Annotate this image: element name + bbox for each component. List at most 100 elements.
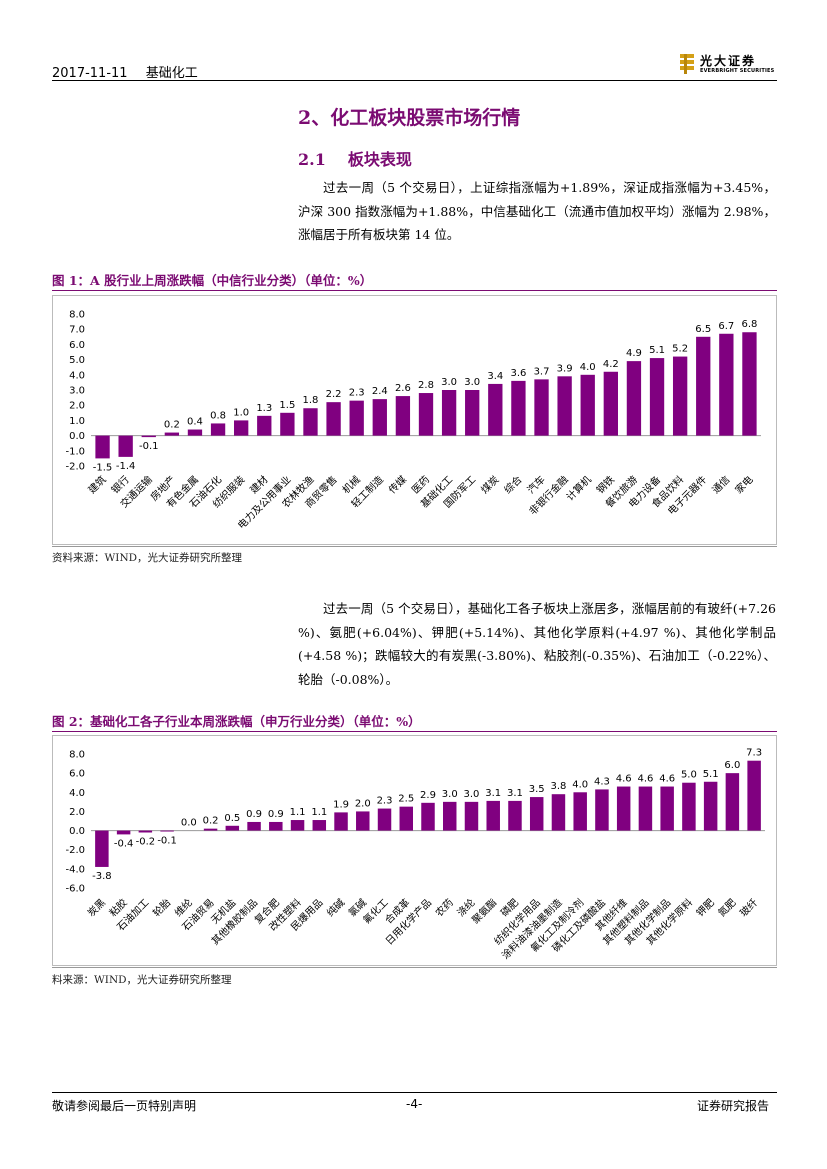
footer-report-type: 证券研究报告: [697, 1099, 770, 1113]
paragraph-2: 过去一周（5 个交易日），基础化工各子板块上涨居多，涨幅居前的有玻纤(+7.26…: [298, 601, 776, 687]
chart-1-ytick-label: -1.0: [65, 446, 85, 457]
report-header: 2017-11-11 基础化工: [52, 62, 212, 81]
chart-2-data-label: 2.0: [355, 798, 371, 809]
chart-2-bar: [551, 794, 566, 831]
chart-1-ytick-label: 5.0: [69, 355, 85, 366]
chart-2-bar: [573, 792, 587, 831]
chart-1-data-label: 3.0: [441, 377, 457, 388]
figure-2-source-rule: [52, 967, 777, 968]
chart-1-ytick-label: 0.0: [69, 431, 85, 442]
chart-1-data-label: 5.2: [672, 344, 688, 355]
chart-2-category-label: 轮胎: [150, 896, 173, 919]
subsection-heading: 2.1 板块表现: [298, 146, 412, 170]
chart-2-bar: [725, 773, 740, 831]
chart-2-bar: [508, 800, 522, 831]
figure-1-source-rule: [52, 546, 777, 547]
chart-2-bar: [616, 786, 631, 831]
chart-2-category-label: 聚氨酯: [469, 896, 499, 926]
chart-1-ytick-label: 2.0: [69, 401, 85, 412]
chart-2-data-label: 5.0: [681, 770, 697, 781]
chart-1-ytick-label: -2.0: [65, 462, 85, 473]
chart-2-data-label: 3.0: [442, 789, 458, 800]
chart-2-data-label: 3.0: [464, 789, 480, 800]
chart-2-bar: [377, 808, 392, 831]
chart-2-data-label: 7.3: [746, 748, 762, 759]
chart-1-category-label: 传媒: [386, 474, 409, 497]
chart-1-bar: [257, 415, 272, 436]
chart-1-data-label: 6.5: [695, 324, 711, 335]
chart-1-data-label: 4.2: [603, 359, 619, 370]
chart-1-bar: [696, 336, 711, 436]
chart-2-ytick-label: -4.0: [65, 864, 85, 875]
chart-2-bar: [290, 820, 305, 831]
chart-2-bar: [334, 812, 348, 831]
chart-1-bar: [719, 333, 734, 436]
chart-2-data-label: 0.5: [224, 813, 240, 824]
chart-1-bar: [234, 420, 249, 436]
chart-2-bar: [138, 830, 153, 833]
chart-1-bar: [626, 361, 642, 436]
chart-1-data-label: 6.8: [741, 319, 757, 330]
figure-2-source: 料来源：WIND，光大证券研究所整理: [52, 974, 232, 986]
chart-1-ytick-label: 6.0: [69, 340, 85, 351]
figure-1-source: 资料来源：WIND，光大证券研究所整理: [52, 552, 243, 564]
chart-1-bar: [118, 435, 133, 457]
header-divider: [52, 80, 777, 81]
figure-1-rule: [52, 290, 777, 291]
chart-1-data-label: 3.6: [510, 368, 526, 379]
chart-2-bar: [703, 781, 718, 831]
chart-1-data-label: 5.1: [649, 345, 665, 356]
chart-1-data-label: 1.0: [233, 407, 249, 418]
brand-mark-icon: [680, 54, 694, 74]
chart-1-bar: [280, 412, 295, 436]
chart-1-bar: [372, 399, 387, 436]
chart-2-ytick-label: -6.0: [65, 884, 85, 895]
figure-2-title: 图 2：基础化工各子行业本周涨跌幅（申万行业分类）（单位：%）: [52, 714, 421, 729]
chart-1-data-label: 2.8: [418, 380, 434, 391]
figure-1-title: 图 1：A 股行业上周涨跌幅（中信行业分类）（单位：%）: [52, 273, 373, 288]
chart-2-data-label: 2.9: [420, 790, 436, 801]
paragraph-1: 过去一周（5 个交易日），上证综指涨幅为+1.89%，深证成指涨幅为+3.45%…: [298, 180, 776, 242]
chart-2-data-label: 3.5: [529, 784, 545, 795]
chart-1-data-label: 3.0: [464, 377, 480, 388]
brand-name-en: EVERBRIGHT SECURITIES: [700, 68, 775, 74]
chart-2-ytick-label: 6.0: [69, 769, 85, 780]
chart-1-data-label: 4.9: [626, 348, 642, 359]
chart-2-bar: [595, 789, 609, 831]
chart-1-ytick-label: 4.0: [69, 370, 85, 381]
chart-1-bar: [210, 423, 226, 436]
chart-2-bar: [486, 800, 500, 831]
chart-1-data-label: -1.5: [93, 462, 113, 473]
chart-2-category-label: 氮肥: [715, 896, 738, 919]
chart-1-data-label: 2.2: [326, 389, 342, 400]
chart-1-data-label: 6.7: [718, 321, 734, 332]
chart-1-bar: [557, 376, 572, 436]
chart-1-bar: [187, 429, 203, 436]
chart-1-data-label: -1.4: [116, 461, 136, 472]
chart-2-svg: -6.0-4.0-2.00.02.04.06.08.0-3.8炭黑-0.4粘胶-…: [65, 748, 765, 962]
chart-2-bar: [747, 760, 761, 831]
chart-1-data-label: -0.1: [139, 441, 159, 452]
chart-2-bar: [203, 828, 218, 831]
chart-1-data-label: 2.4: [372, 386, 388, 397]
chart-2-data-label: 3.1: [485, 788, 501, 799]
chart-2-data-label: -3.8: [92, 871, 112, 882]
chart-2-bar: [269, 821, 283, 831]
chart-1-data-label: 0.2: [164, 420, 180, 431]
chart-1-ytick-label: 3.0: [69, 386, 85, 397]
chart-2-data-label: 0.9: [246, 809, 262, 820]
subsection-title: 板块表现: [347, 150, 412, 169]
chart-1-bar: [326, 402, 341, 436]
chart-2-data-label: 0.0: [181, 818, 197, 829]
chart-2-category-label: 纯碱: [324, 896, 347, 919]
chart-1-bar: [603, 371, 618, 436]
chart-1-category-label: 煤炭: [478, 473, 501, 496]
chart-1-ytick-label: 7.0: [69, 325, 85, 336]
chart-1-category-label: 通信: [710, 474, 733, 497]
footer-disclaimer: 敬请参阅最后一页特别声明: [52, 1099, 197, 1113]
chart-2-data-label: -0.2: [136, 836, 156, 847]
chart-1-bar: [580, 374, 595, 436]
chart-1-category-label: 家电: [732, 473, 755, 496]
chart-2-bar: [312, 820, 327, 831]
chart-2-bar: [660, 786, 674, 831]
